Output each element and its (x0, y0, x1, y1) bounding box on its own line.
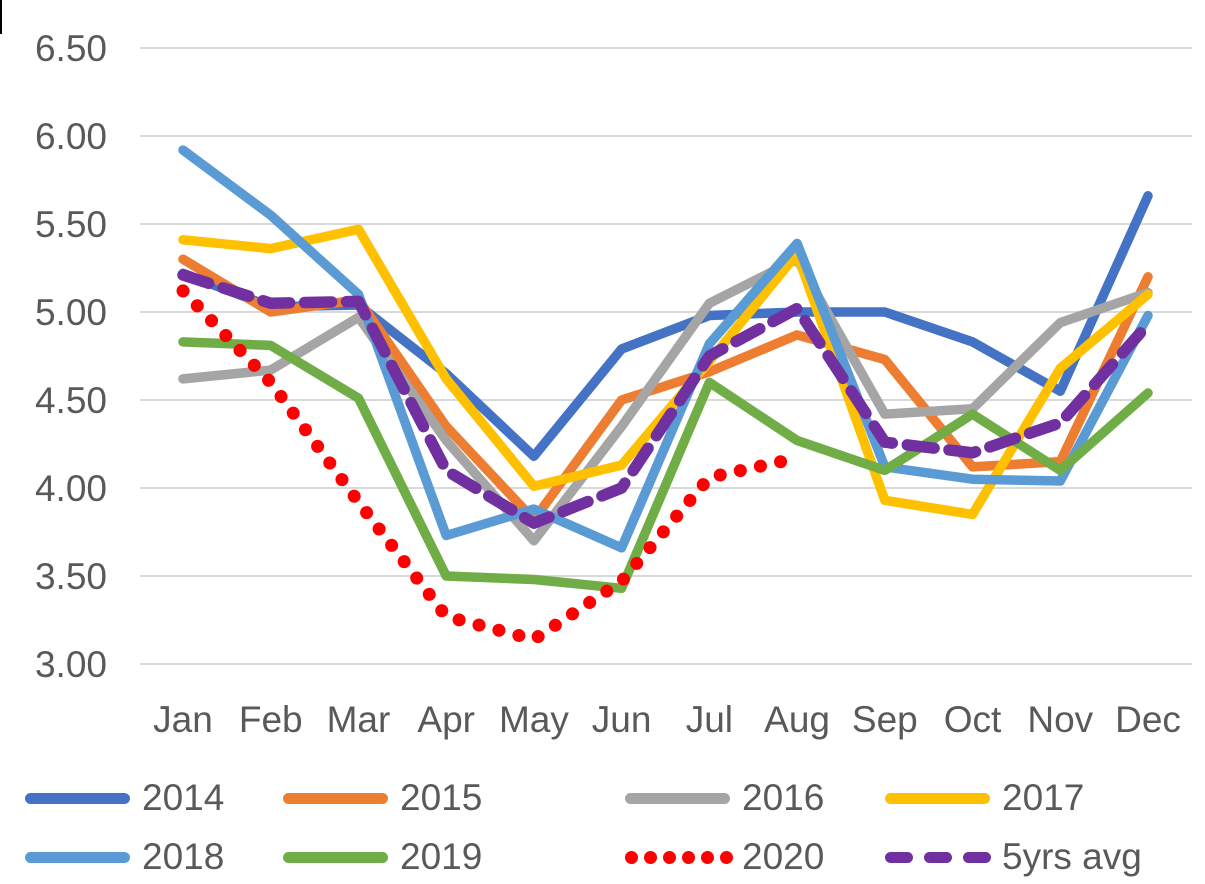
legend-swatch-solid (283, 792, 388, 804)
legend-item-2015[interactable]: 2015 (283, 778, 482, 818)
y-axis-label: 3.50 (35, 556, 107, 597)
legend-item-2017[interactable]: 2017 (885, 778, 1084, 818)
legend-item-2016[interactable]: 2016 (625, 778, 824, 818)
series-line-5yrs-avg[interactable] (177, 269, 1154, 529)
x-axis-label: Sep (852, 699, 918, 740)
legend-swatch-solid (283, 851, 388, 863)
legend-label: 2020 (742, 836, 825, 877)
legend-item-2020[interactable]: 2020 (625, 837, 824, 877)
y-axis-label: 3.00 (35, 644, 107, 685)
legend-swatch-solid (885, 792, 990, 804)
x-axis-label: Jan (153, 699, 213, 740)
legend-item-2014[interactable]: 2014 (25, 778, 224, 818)
y-axis-label: 5.00 (35, 292, 107, 333)
series-line-2019[interactable] (178, 337, 1153, 594)
legend-swatch-dotted (625, 850, 733, 864)
legend-label: 2015 (400, 777, 483, 818)
y-axis-label: 4.00 (35, 468, 107, 509)
y-axis-label: 6.50 (35, 28, 107, 69)
legend-label: 2014 (142, 777, 225, 818)
x-axis-label: Jun (592, 699, 652, 740)
x-axis-label: Feb (239, 699, 303, 740)
legend-item-5yrs-avg[interactable]: 5yrs avg (885, 837, 1142, 877)
series-line-2018[interactable] (178, 145, 1153, 553)
x-axis-label: Mar (327, 699, 391, 740)
series-line-2016[interactable] (178, 254, 1153, 546)
screenshot-edge-artifact (0, 0, 2, 34)
legend-label: 2017 (1002, 777, 1085, 818)
x-axis-label: Jul (686, 699, 733, 740)
legend-swatch-solid (25, 792, 130, 804)
legend-swatch-solid (25, 851, 130, 863)
legend-swatch-solid (625, 792, 730, 804)
x-axis-label: Dec (1115, 699, 1181, 740)
legend-label: 2018 (142, 836, 225, 877)
legend-label: 2019 (400, 836, 483, 877)
legend-label: 2016 (742, 777, 825, 818)
x-axis-tick-labels: Jan Feb Mar Apr May Jun Jul Aug Sep Oct Nov Dec (153, 699, 1181, 740)
y-axis-tick-labels: 6.50 6.00 5.50 5.00 4.50 4.00 3.50 3.00 (35, 28, 107, 685)
legend-item-2019[interactable]: 2019 (283, 837, 482, 877)
y-axis-label: 4.50 (35, 380, 107, 421)
y-axis-label: 5.50 (35, 204, 107, 245)
x-axis-label: Nov (1027, 699, 1093, 740)
x-axis-label: Oct (944, 699, 1002, 740)
x-axis-label: Aug (764, 699, 830, 740)
series-lines (176, 145, 1154, 646)
legend-swatch-dashed (885, 851, 991, 863)
x-axis-label: May (499, 699, 569, 740)
x-axis-label: Apr (417, 699, 475, 740)
legend-label: 5yrs avg (1002, 836, 1142, 877)
legend-item-2018[interactable]: 2018 (25, 837, 224, 877)
y-axis-label: 6.00 (35, 116, 107, 157)
